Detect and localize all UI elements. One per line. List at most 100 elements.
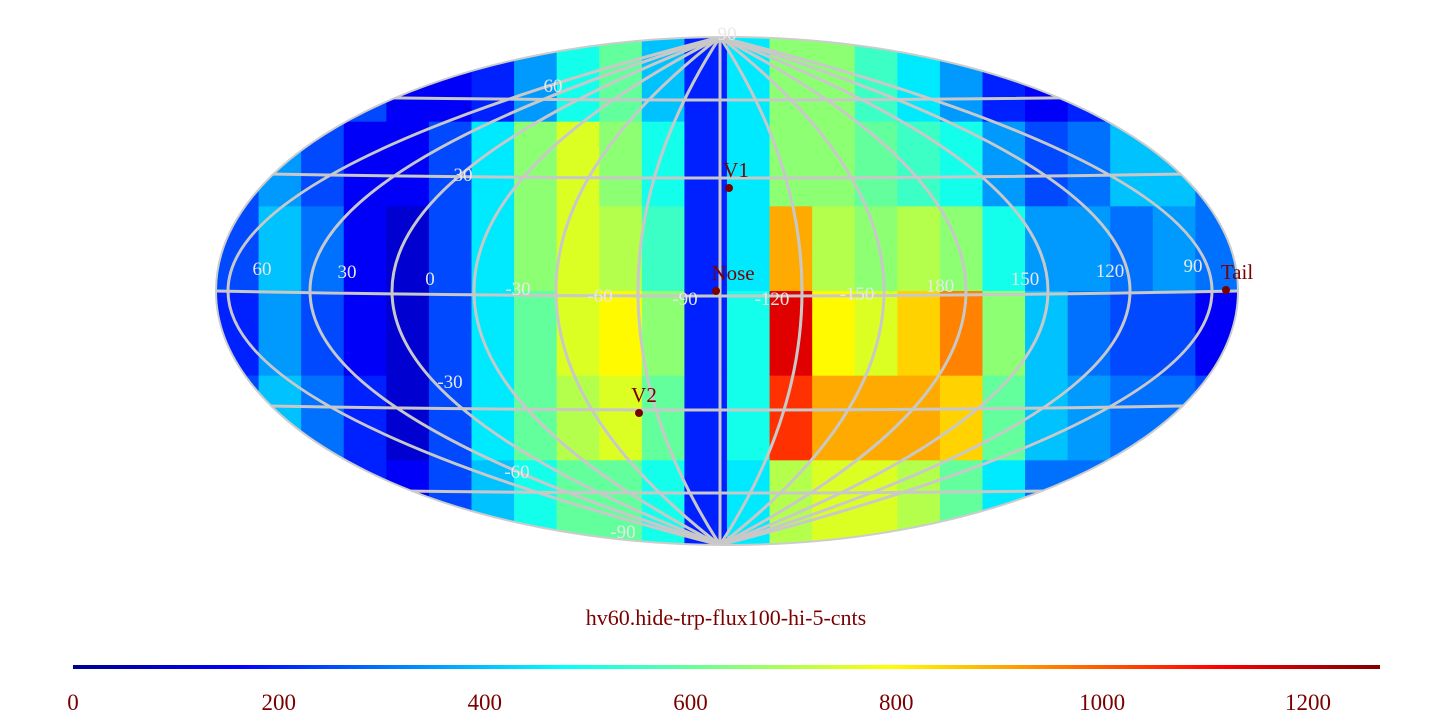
heatmap-cell: [428, 291, 473, 377]
heatmap-cell: [897, 291, 941, 377]
heatmap-cell: [556, 291, 600, 377]
heatmap-cell: [428, 37, 473, 123]
meridian-line: [390, 37, 721, 545]
heatmap-cell: [812, 375, 856, 461]
meridian-label: -60: [587, 286, 612, 307]
heatmap-cell: [216, 460, 260, 545]
heatmap-cell: [258, 121, 302, 207]
meridian-line: [554, 37, 721, 545]
marker-dot: [1222, 286, 1230, 294]
heatmap-cell: [1067, 206, 1111, 292]
heatmap-cell: [428, 206, 473, 292]
heatmap-cell: [599, 206, 643, 292]
heatmap-cell: [641, 121, 686, 207]
heatmap-cell: [514, 291, 558, 377]
heatmap-cell: [599, 291, 643, 377]
heatmap-cell: [812, 291, 856, 377]
map-outline: [215, 36, 1239, 546]
meridian-label: -30: [505, 279, 530, 300]
parallel-label: -30: [437, 372, 462, 393]
heatmap-cell: [727, 291, 771, 377]
heatmap-cell: [556, 375, 600, 461]
heatmap-cell: [216, 121, 260, 207]
colorbar-tick-label: 1000: [1079, 690, 1125, 715]
heatmap-cell: [769, 291, 813, 377]
colorbar-ticks: 0 200 400 600 800 1000 1200: [67, 690, 1331, 715]
heatmap-cell: [1195, 37, 1238, 123]
heatmap-cell: [258, 37, 302, 123]
meridian-label: 180: [926, 276, 955, 297]
heatmap-cell: [343, 37, 387, 123]
heatmap-cell: [1110, 37, 1154, 123]
heatmap-cell: [1110, 460, 1154, 545]
heatmap-cell: [769, 37, 813, 123]
parallel-label: -90: [610, 522, 635, 543]
heatmap-cell: [769, 206, 813, 292]
parallel-line: [216, 171, 1238, 180]
heatmap-cell: [1195, 375, 1238, 461]
heatmap-cell: [769, 375, 813, 461]
colorbar-gradient: [73, 665, 1380, 669]
heatmap-cell: [1067, 291, 1111, 377]
marker-dot: [635, 409, 643, 417]
colorbar: 0 200 400 600 800 1000 1200: [67, 665, 1380, 715]
heatmap-cell: [982, 291, 1026, 377]
meridian-line: [718, 37, 804, 545]
meridian-label: 0: [425, 269, 435, 290]
meridian-label: 120: [1096, 261, 1125, 282]
heatmap-cell: [471, 375, 515, 461]
graticule: [216, 37, 1238, 545]
heatmap-cell: [556, 206, 600, 292]
map-markers: V1 Nose V2 Tail: [631, 158, 1253, 417]
heatmap-cell: [258, 375, 302, 461]
heatmap-cell: [854, 206, 898, 292]
heatmap-cell: [982, 375, 1026, 461]
heatmap-cell: [216, 375, 260, 461]
heatmap-cell: [343, 291, 387, 377]
meridian-label: 60: [253, 259, 272, 280]
heatmap-cell: [641, 291, 686, 377]
parallel-label: 30: [454, 165, 473, 186]
heatmap-cell: [641, 206, 686, 292]
heatmap-cell: [982, 460, 1026, 545]
meridian-label: 150: [1011, 269, 1040, 290]
heatmap-cell: [727, 375, 771, 461]
meridian-label: -120: [755, 289, 790, 310]
colorbar-tick-label: 400: [467, 690, 502, 715]
heatmap-cell: [1025, 121, 1069, 207]
heatmap-cell: [301, 375, 345, 461]
sky-map: 60 30 0 -30 -60 -90 -120 -150 180 150 120 90 90 60 30 -…: [215, 24, 1253, 546]
heatmap-cell: [1152, 37, 1197, 123]
heatmap-cell: [1152, 121, 1197, 207]
heatmap-cell: [939, 375, 984, 461]
meridian-line: [472, 37, 721, 545]
heatmap-cell: [982, 121, 1026, 207]
heatmap-cell: [343, 206, 387, 292]
heatmap-cell: [386, 375, 430, 461]
meridian-line: [719, 37, 1050, 545]
meridian-label: 30: [338, 262, 357, 283]
meridian-line: [636, 37, 722, 545]
heatmap-cell: [812, 206, 856, 292]
heatmap-cell: [727, 121, 771, 207]
heatmap-cell: [1110, 375, 1154, 461]
meridian-label: 90: [1184, 256, 1203, 277]
parallel-label: -60: [504, 462, 529, 483]
map-title: hv60.hide-trp-flux100-hi-5-cnts: [585, 605, 867, 630]
heatmap-cell: [897, 206, 941, 292]
parallel-label: 90: [718, 24, 737, 45]
heatmap-cell: [258, 291, 302, 377]
heatmap-cell: [982, 37, 1026, 123]
heatmap-cell: [386, 460, 430, 545]
heatmap-cell: [386, 121, 430, 207]
heatmap-cell: [428, 460, 473, 545]
colorbar-tick-label: 800: [879, 690, 914, 715]
colorbar-tick-label: 1200: [1285, 690, 1331, 715]
marker-dot: [712, 287, 720, 295]
graticule-labels: 60 30 0 -30 -60 -90 -120 -150 180 150 120 90 90 60 30 -…: [253, 24, 1203, 543]
heatmap-cell: [1152, 291, 1197, 377]
marker-label: Tail: [1221, 260, 1254, 284]
heatmap-cell: [216, 37, 260, 123]
heatmap-cell: [854, 291, 898, 377]
marker-label: Nose: [711, 261, 754, 285]
